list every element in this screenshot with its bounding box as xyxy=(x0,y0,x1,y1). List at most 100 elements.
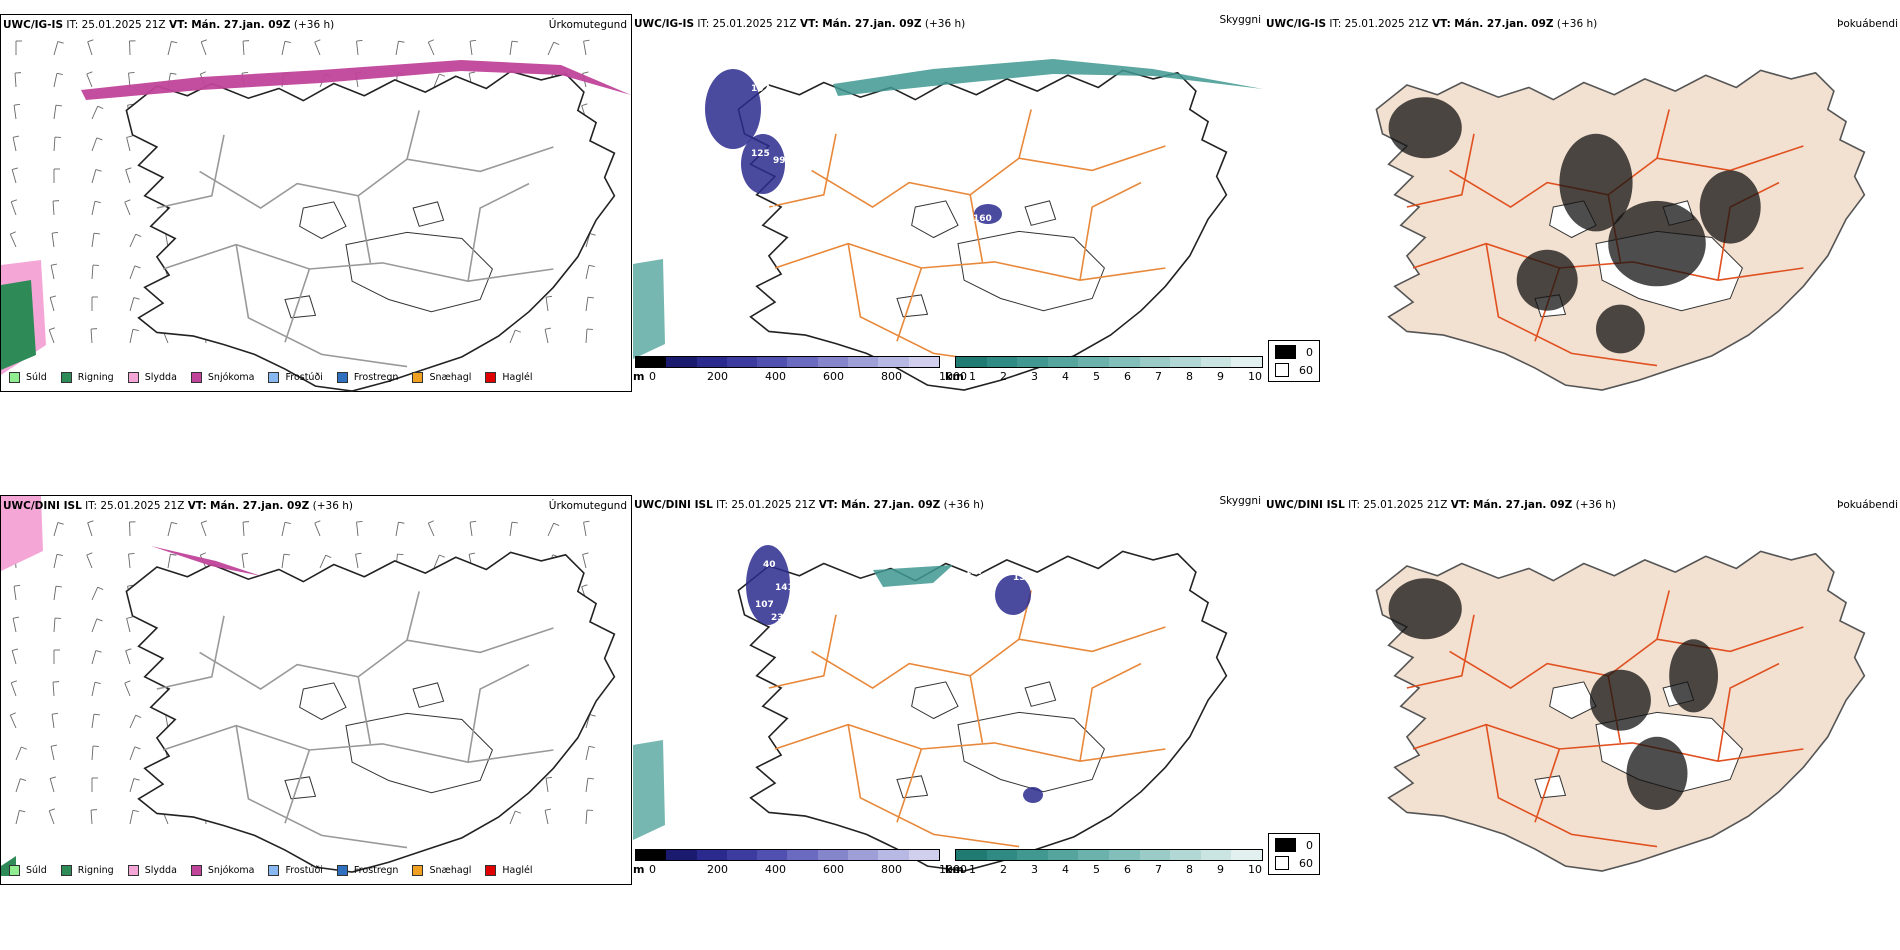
legend-swatch xyxy=(336,372,348,383)
legend-label: Frostregn xyxy=(353,865,399,876)
fog-legend-item: 60 xyxy=(1275,363,1313,377)
ceiling-value-label: 132 xyxy=(1038,573,1057,583)
panel-title: UWC/DINI ISL IT: 25.01.2025 21Z VT: Mán.… xyxy=(1266,499,1616,511)
colorbar-tick: 3 xyxy=(1031,370,1038,383)
colorbar-tick: 200 xyxy=(707,863,728,876)
legend-label: Snjókoma xyxy=(207,372,255,383)
init-time-label: IT: xyxy=(66,19,79,31)
low-visibility-area xyxy=(833,59,1263,96)
legend-label: Frostúði xyxy=(285,865,323,876)
colorbar-segment xyxy=(787,357,818,367)
model-name: UWC/DINI ISL xyxy=(634,499,713,511)
low-visibility-area xyxy=(633,259,665,359)
panel-type-fog: Þokuábendi xyxy=(1837,18,1898,30)
ceiling-value-label: 99 xyxy=(773,156,786,166)
ceiling-colorbar-ticks: m 0 200 400 600 800 1000 xyxy=(633,370,967,384)
lead-time: (+36 h) xyxy=(1575,499,1616,511)
colorbar-segment xyxy=(878,357,909,367)
ceiling-colorbar-ticks: m 0 200 400 600 800 1000 xyxy=(633,863,967,877)
visibility-panel: 107 76 169 125 99 141 160 Skyggni m 0 200 400 600 800… xyxy=(633,14,1265,394)
fog-legend: 0 60 xyxy=(1268,340,1320,382)
colorbar-segment xyxy=(1200,357,1232,367)
low-cloud-ceiling-area xyxy=(995,575,1031,615)
legend-item: Frostregn xyxy=(336,865,399,876)
colorbar-segment xyxy=(1200,850,1232,860)
colorbar-segment xyxy=(1108,357,1140,367)
visibility-colorbar xyxy=(955,849,1263,861)
legend-swatch xyxy=(336,865,348,876)
legend-swatch xyxy=(485,865,497,876)
fog-legend-swatch xyxy=(1275,345,1296,359)
colorbar-unit: m xyxy=(633,370,645,383)
colorbar-tick: 800 xyxy=(881,370,902,383)
colorbar-segment xyxy=(1108,850,1140,860)
init-time-label: IT: xyxy=(697,18,710,30)
valid-time-label: VT: xyxy=(187,500,207,512)
colorbar-segment xyxy=(908,357,939,367)
valid-time-label: VT: xyxy=(168,19,188,31)
fog-legend-item: 60 xyxy=(1275,856,1313,870)
model-name: UWC/IG-IS xyxy=(634,18,695,30)
legend-swatch xyxy=(190,372,202,383)
model-name: UWC/DINI ISL xyxy=(1266,499,1345,511)
colorbar-segment xyxy=(636,850,667,860)
legend-label: Rigning xyxy=(77,372,114,383)
colorbar-tick: 0 xyxy=(649,370,656,383)
legend-swatch xyxy=(268,372,280,383)
low-cloud-ceiling-area xyxy=(705,69,761,149)
legend-item: Snjókoma xyxy=(190,372,255,383)
fog-area xyxy=(1669,639,1718,713)
panel-title: UWC/IG-IS IT: 25.01.2025 21Z VT: Mán. 27… xyxy=(634,18,965,30)
legend-swatch xyxy=(60,372,72,383)
colorbar-segment xyxy=(1231,850,1262,860)
colorbar-segment xyxy=(696,357,727,367)
fog-legend-item: 0 xyxy=(1275,838,1313,852)
ceiling-value-label: 76 xyxy=(773,94,786,104)
fog-area xyxy=(1516,249,1578,311)
legend-swatch xyxy=(9,372,20,383)
colorbar-segment xyxy=(636,357,667,367)
init-time-label: IT: xyxy=(1329,18,1342,30)
lead-time: (+36 h) xyxy=(1556,18,1598,30)
ceiling-value-label: 160 xyxy=(973,214,992,224)
precip-type-panel: UWC/DINI ISL IT: 25.01.2025 21Z VT: Mán.… xyxy=(0,495,632,885)
colorbar-segment xyxy=(848,850,879,860)
legend-item: Súld xyxy=(9,865,47,876)
init-time: 25.01.2025 21Z xyxy=(1363,499,1448,511)
valid-time: Mán. 27.jan. 09Z xyxy=(191,19,291,31)
colorbar-segment xyxy=(848,357,879,367)
colorbar-segment xyxy=(908,850,939,860)
init-time-label: IT: xyxy=(716,499,729,511)
valid-time-label: VT: xyxy=(1431,18,1451,30)
fog-legend-label: 0 xyxy=(1306,838,1313,852)
precip-type-legend: Súld Rigning Slydda Snjókoma Frostúði Frostre… xyxy=(9,865,547,876)
colorbar-tick: 600 xyxy=(823,863,844,876)
init-time: 25.01.2025 21Z xyxy=(731,499,816,511)
ceiling-value-label: 137 xyxy=(965,567,984,577)
colorbar-segment xyxy=(787,850,818,860)
colorbar-tick: 4 xyxy=(1062,370,1069,383)
iceland-map xyxy=(125,551,616,873)
colorbar-segment xyxy=(666,357,697,367)
colorbar-segment xyxy=(757,357,788,367)
panel-type-visibility: Skyggni xyxy=(1219,14,1262,26)
colorbar-segment xyxy=(1231,357,1262,367)
ceiling-value-label: 141 xyxy=(758,204,777,214)
fog-area xyxy=(1699,170,1761,244)
legend-swatch xyxy=(190,865,202,876)
legend-item: Snæhagl xyxy=(412,865,471,876)
fog-area xyxy=(1596,304,1645,354)
panel-type-fog: Þokuábendi xyxy=(1837,499,1898,511)
valid-time-label: VT: xyxy=(1450,499,1470,511)
panel-title: UWC/DINI ISL IT: 25.01.2025 21Z VT: Mán.… xyxy=(3,500,353,512)
colorbar-tick: 5 xyxy=(1093,863,1100,876)
colorbar-segment xyxy=(1047,357,1079,367)
legend-label: Haglél xyxy=(502,865,533,876)
legend-label: Snæhagl xyxy=(429,865,472,876)
lead-time: (+36 h) xyxy=(293,19,335,31)
colorbar-tick: 400 xyxy=(765,370,786,383)
legend-label: Rigning xyxy=(77,865,114,876)
snow-area xyxy=(151,546,261,576)
colorbar-tick: 10 xyxy=(1248,370,1262,383)
init-time: 25.01.2025 21Z xyxy=(1344,18,1429,30)
